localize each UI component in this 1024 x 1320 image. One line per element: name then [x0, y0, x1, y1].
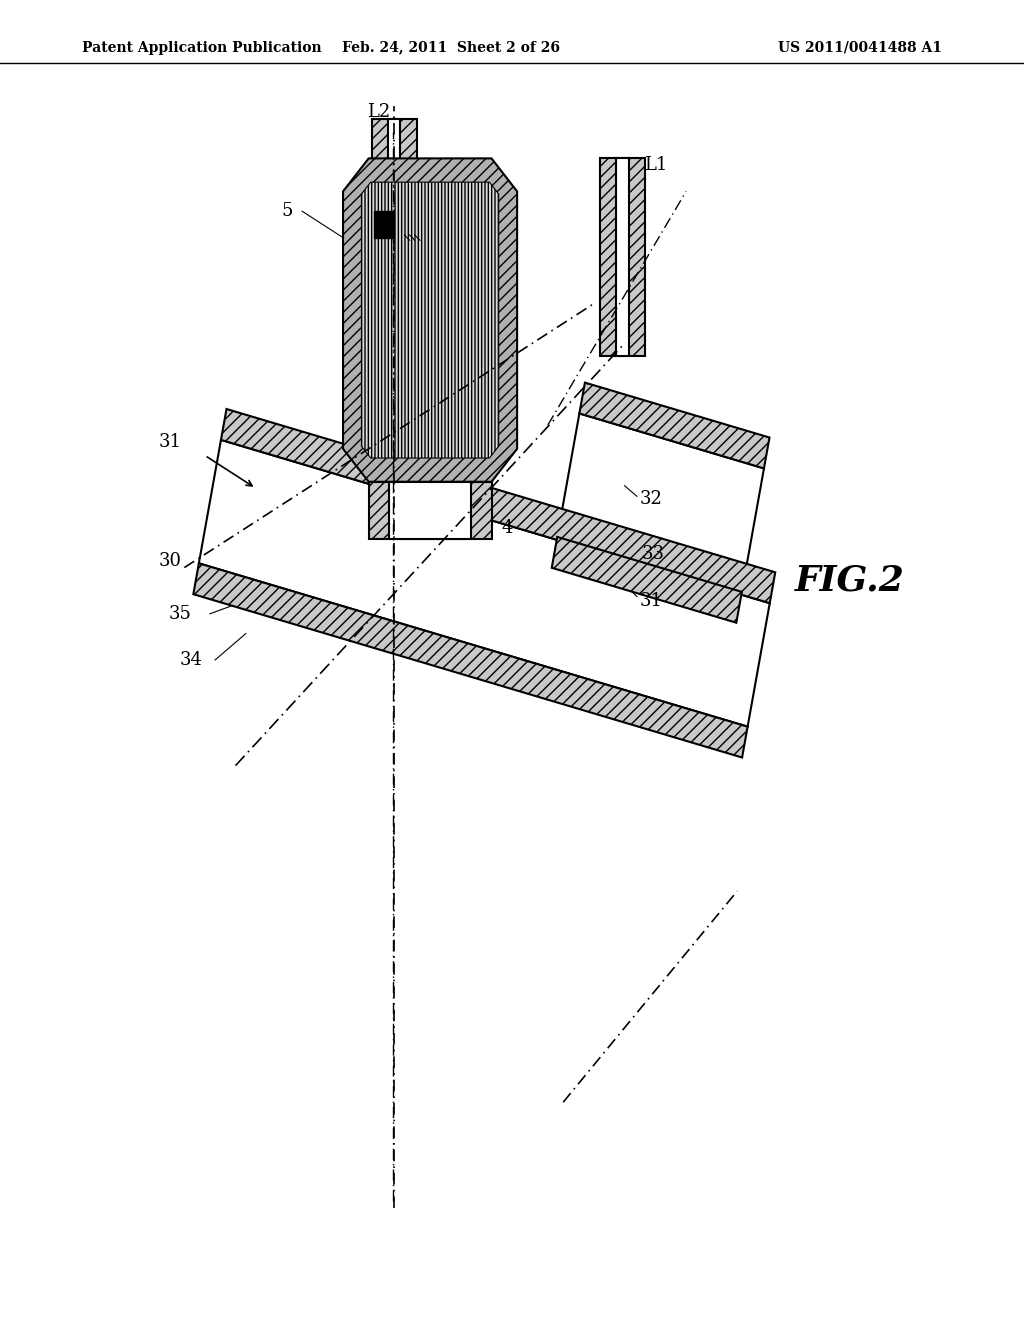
Text: 6: 6: [364, 202, 375, 220]
Bar: [389, 482, 471, 539]
Text: Patent Application Publication: Patent Application Publication: [82, 41, 322, 54]
Text: 33: 33: [642, 545, 665, 564]
Text: Feb. 24, 2011  Sheet 2 of 26: Feb. 24, 2011 Sheet 2 of 26: [342, 41, 559, 54]
Bar: [374, 211, 394, 238]
Polygon shape: [580, 383, 769, 469]
Text: US 2011/0041488 A1: US 2011/0041488 A1: [778, 41, 942, 54]
Text: 32: 32: [640, 490, 663, 508]
Text: 31: 31: [640, 591, 663, 610]
Polygon shape: [221, 409, 775, 603]
Bar: [369, 482, 492, 539]
Text: 35: 35: [169, 605, 191, 623]
Polygon shape: [552, 537, 741, 623]
Bar: [372, 119, 417, 317]
Bar: [600, 158, 645, 356]
Text: 4: 4: [502, 519, 513, 537]
Polygon shape: [194, 564, 748, 758]
Text: L2: L2: [368, 103, 390, 121]
Polygon shape: [361, 182, 499, 458]
Bar: [616, 158, 629, 356]
Text: 34: 34: [179, 651, 202, 669]
Text: FIG.2: FIG.2: [795, 564, 905, 598]
Polygon shape: [199, 440, 770, 726]
Text: L1: L1: [644, 156, 667, 174]
Text: 30: 30: [159, 552, 181, 570]
Text: 31: 31: [159, 433, 181, 451]
Polygon shape: [343, 158, 517, 482]
Text: 5: 5: [282, 202, 293, 220]
Polygon shape: [557, 413, 764, 591]
Text: 2: 2: [410, 268, 421, 286]
Bar: [388, 119, 400, 317]
